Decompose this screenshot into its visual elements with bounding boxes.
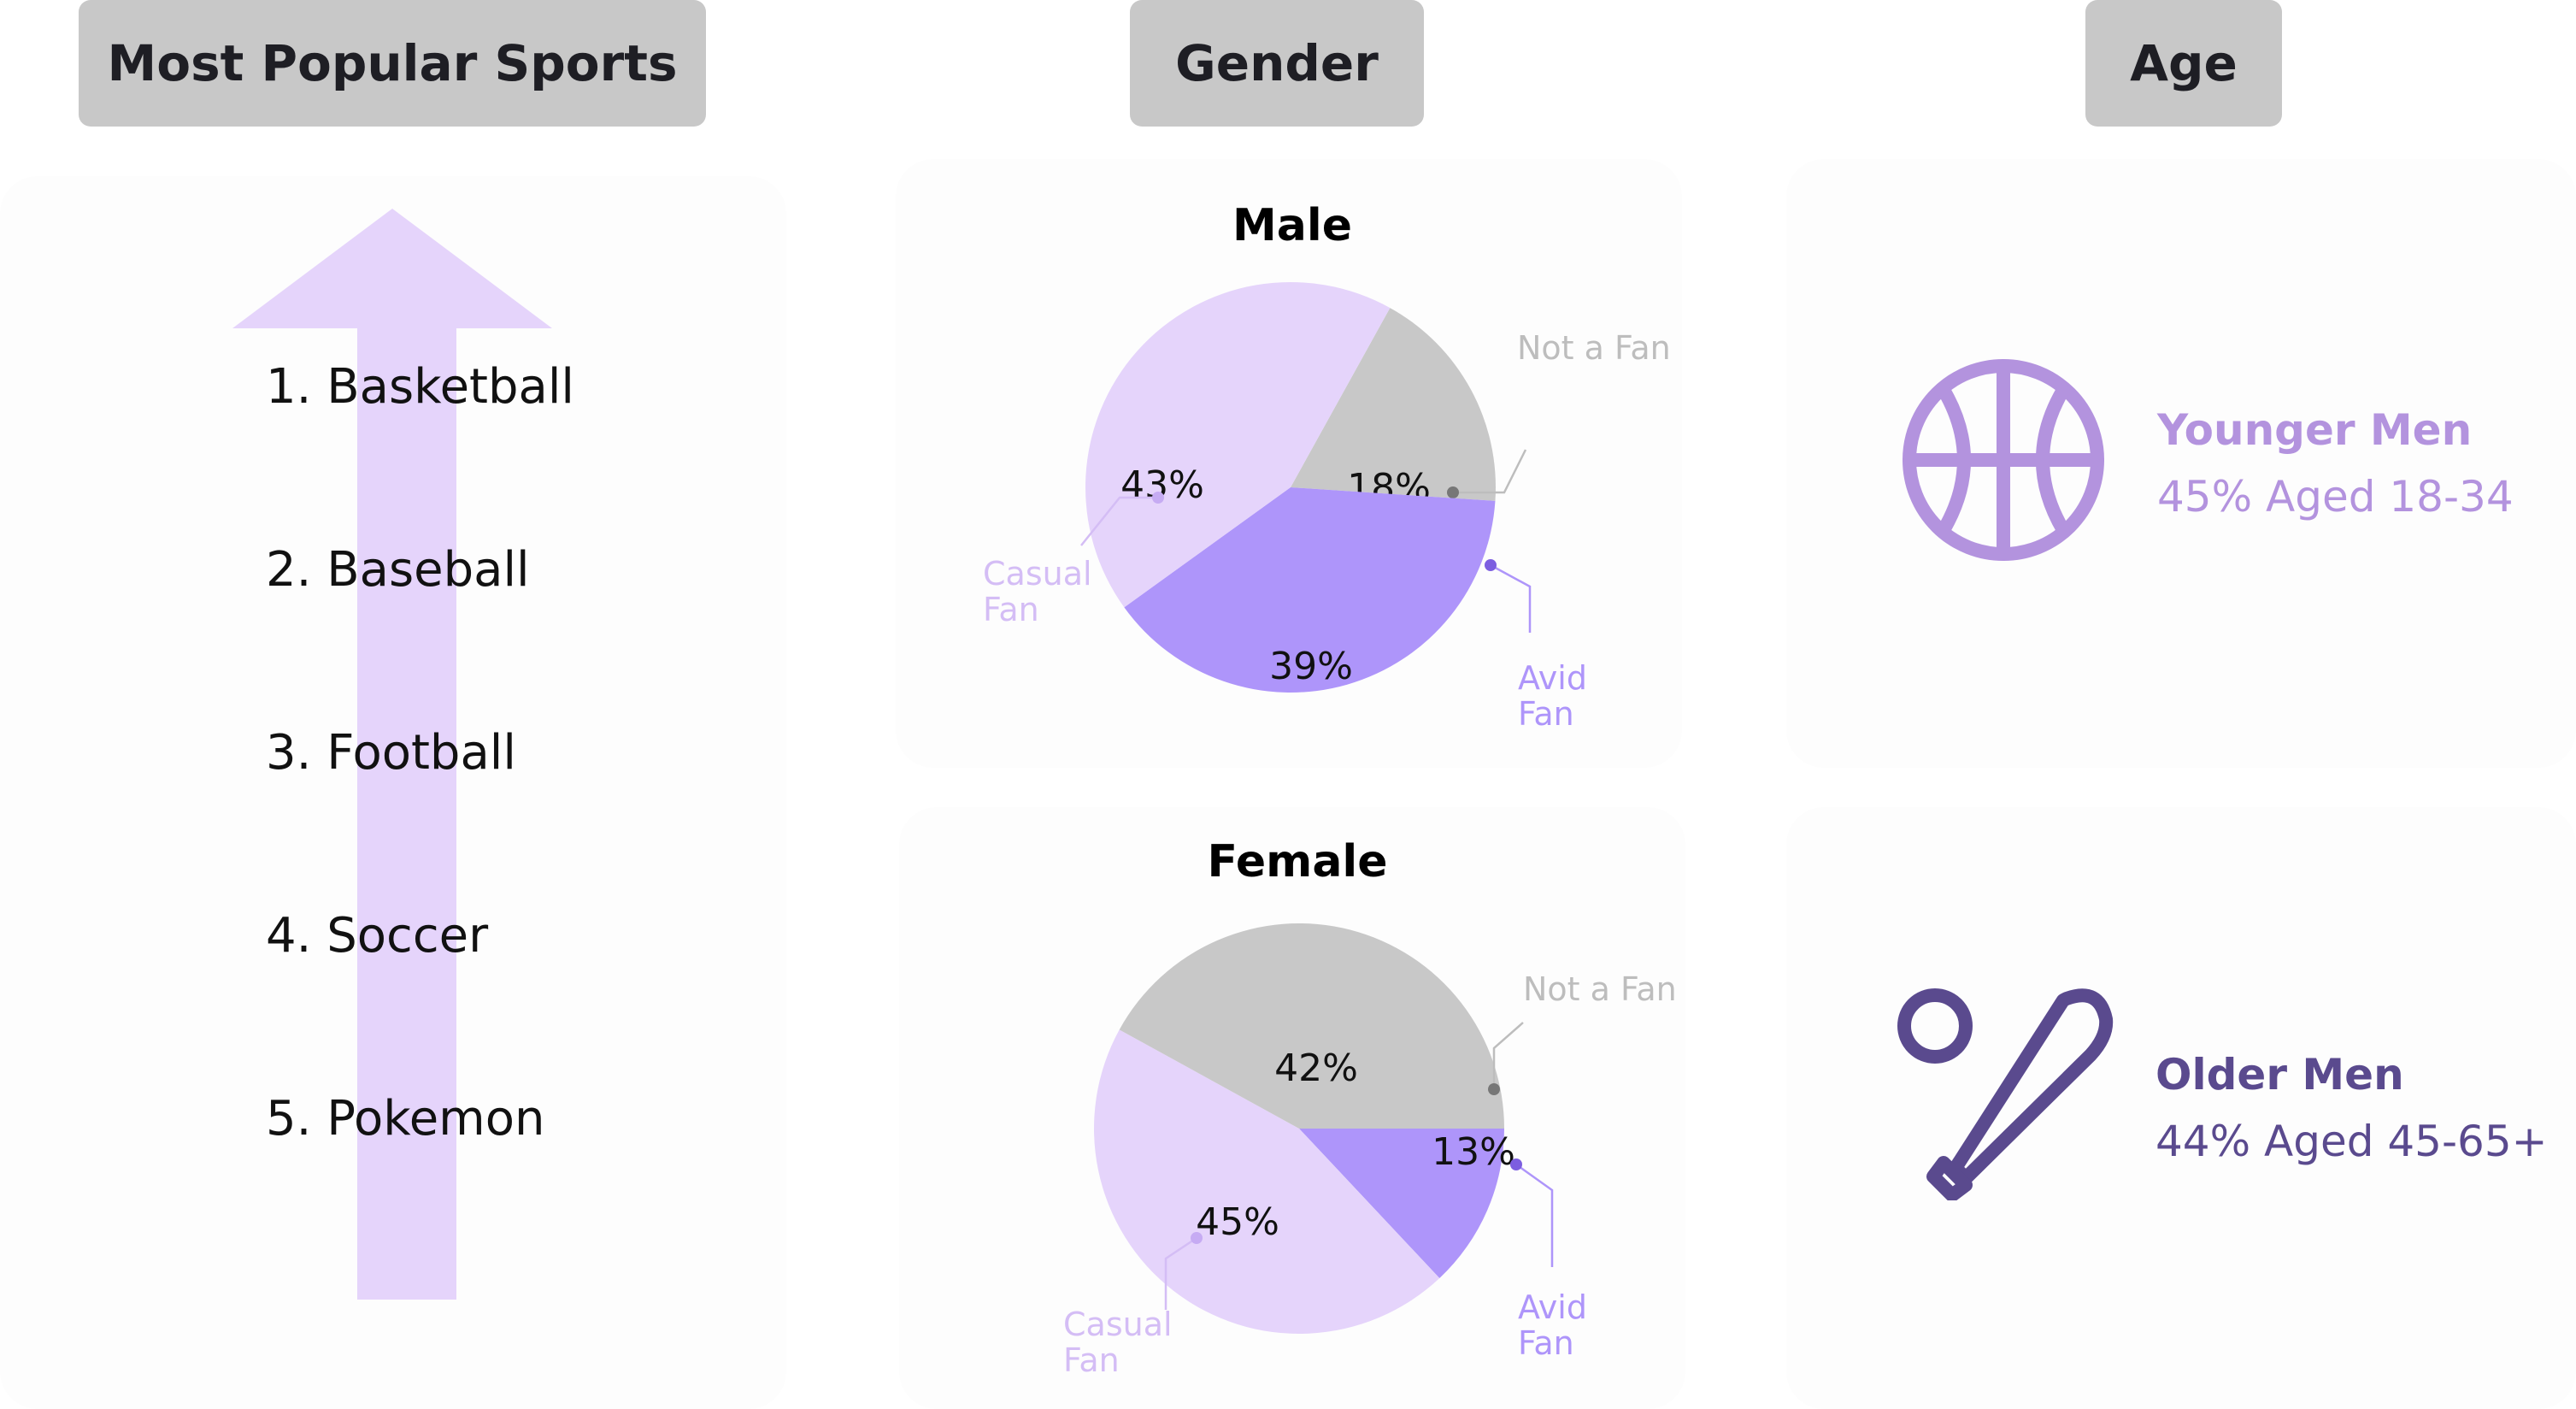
pie-slice-label: Not a Fan bbox=[1523, 970, 1677, 1008]
pie-slice-label: Casual Fan bbox=[1063, 1306, 1173, 1379]
rank-item-3: 3. Football bbox=[266, 725, 516, 781]
header-gender: Gender bbox=[1130, 0, 1424, 127]
header-age: Age bbox=[2085, 0, 2282, 127]
pie-slice-label: Avid Fan bbox=[1518, 659, 1587, 733]
header-most-popular-sports: Most Popular Sports bbox=[79, 0, 706, 127]
female-pie-title: Female bbox=[1207, 836, 1387, 887]
younger-men-title: Younger Men bbox=[2157, 405, 2472, 455]
baseball-bat-icon bbox=[1896, 987, 2114, 1200]
leader-dot bbox=[1152, 492, 1164, 504]
pie-slice-percent: 39% bbox=[1269, 645, 1353, 688]
younger-men-subtitle: 45% Aged 18-34 bbox=[2157, 472, 2514, 522]
leader-dot bbox=[1191, 1232, 1203, 1244]
rank-item-1: 1. Basketball bbox=[266, 359, 574, 415]
pie-slice-label: Avid Fan bbox=[1518, 1288, 1587, 1362]
basketball-icon bbox=[1899, 356, 2108, 564]
leader-dot bbox=[1447, 486, 1459, 498]
pie-slice-label: Not a Fan bbox=[1517, 329, 1671, 367]
pie-slice-percent: 42% bbox=[1274, 1046, 1358, 1090]
male-pie-title: Male bbox=[1232, 200, 1352, 251]
pie-slice-label: Casual Fan bbox=[983, 555, 1092, 628]
rank-item-5: 5. Pokemon bbox=[266, 1091, 544, 1147]
pie-slice-percent: 13% bbox=[1432, 1130, 1515, 1174]
older-men-subtitle: 44% Aged 45-65+ bbox=[2155, 1117, 2548, 1166]
older-men-title: Older Men bbox=[2155, 1050, 2404, 1099]
leader-line bbox=[1516, 1164, 1552, 1267]
leader-dot bbox=[1488, 1083, 1500, 1095]
rank-item-4: 4. Soccer bbox=[266, 908, 488, 964]
leader-dot bbox=[1510, 1158, 1522, 1170]
leader-line bbox=[1491, 565, 1530, 633]
rank-item-2: 2. Baseball bbox=[266, 542, 530, 598]
leader-line bbox=[1494, 1023, 1523, 1089]
leader-dot bbox=[1485, 559, 1497, 571]
pie-slice-percent: 45% bbox=[1196, 1200, 1279, 1244]
